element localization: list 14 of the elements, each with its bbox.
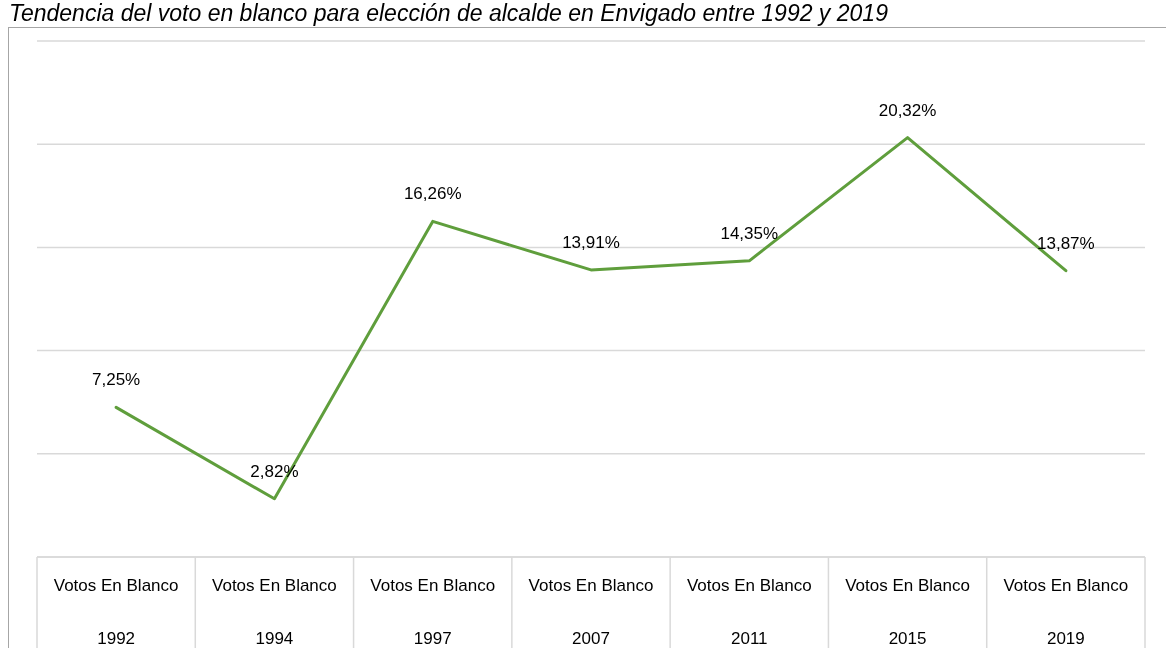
data-label: 20,32% <box>878 100 937 120</box>
category-label: Votos En Blanco 2019 <box>1003 575 1129 648</box>
category-label: Votos En Blanco 2011 <box>686 575 812 648</box>
category-label: Votos En Blanco 1994 <box>212 575 337 648</box>
data-label: 13,87% <box>1037 233 1095 253</box>
category-label: Votos En Blanco 2007 <box>528 575 654 648</box>
category-label: Votos En Blanco 2015 <box>845 575 970 648</box>
data-label: 16,26% <box>403 183 462 203</box>
data-label: 13,91% <box>562 232 620 252</box>
data-label: 7,25% <box>92 369 141 389</box>
data-label: 14,35% <box>720 223 779 243</box>
category-label: Votos En Blanco 1992 <box>53 575 179 648</box>
chart-title: Tendencia del voto en blanco para elección de alcalde en Envigado entre 1992 y 2019 <box>9 0 888 26</box>
category-label: Votos En Blanco 1997 <box>370 575 496 648</box>
